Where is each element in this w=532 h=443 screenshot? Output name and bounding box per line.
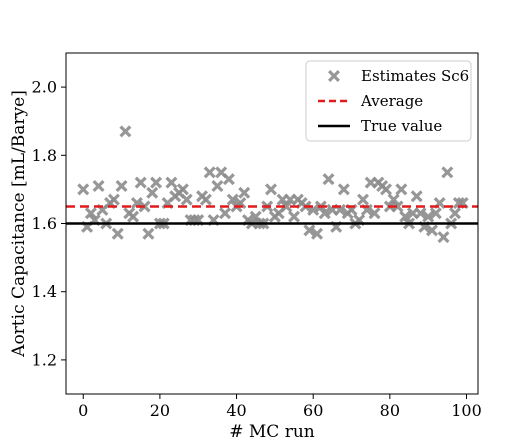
- plot-marks: [66, 125, 478, 244]
- data-point: [180, 193, 193, 206]
- y-tick-label: 1.8: [32, 146, 57, 165]
- data-point: [395, 183, 408, 196]
- legend-label: True value: [361, 117, 442, 135]
- x-axis-label: # MC run: [229, 422, 315, 442]
- data-point: [414, 207, 427, 220]
- data-point: [111, 227, 124, 240]
- axes: 0 20 40 60 80 100 1.2 1.4 1.6 1.8 2.0: [32, 52, 482, 420]
- x-tick-label: 100: [451, 401, 482, 420]
- data-point: [399, 210, 412, 223]
- legend-label: Average: [360, 92, 423, 110]
- data-point: [337, 183, 350, 196]
- data-point: [391, 200, 404, 213]
- data-point: [127, 210, 140, 223]
- data-point: [119, 125, 132, 138]
- x-tick-label: 40: [226, 401, 246, 420]
- legend-box: [305, 60, 472, 142]
- data-point: [107, 193, 120, 206]
- data-point: [203, 166, 216, 179]
- x-tick-label: 80: [380, 401, 400, 420]
- data-point: [441, 166, 454, 179]
- data-point: [226, 193, 239, 206]
- data-point: [222, 173, 235, 186]
- data-point: [219, 207, 232, 220]
- data-point: [437, 231, 450, 244]
- data-point: [311, 227, 324, 240]
- data-point: [238, 186, 251, 199]
- x-tick-label: 60: [303, 401, 323, 420]
- data-point: [77, 183, 90, 196]
- data-point: [449, 207, 461, 220]
- y-tick-label: 1.4: [32, 282, 57, 301]
- legend: Estimates Sc6 Average True value: [305, 60, 472, 142]
- x-tick-label: 20: [150, 401, 170, 420]
- data-point: [92, 179, 105, 192]
- x-tick-label: 0: [78, 401, 88, 420]
- data-point: [429, 207, 442, 220]
- data-point: [357, 193, 370, 206]
- data-point: [146, 186, 159, 199]
- y-tick-label: 2.0: [32, 78, 57, 97]
- data-point: [380, 183, 393, 196]
- data-point: [142, 227, 155, 240]
- data-point: [288, 210, 301, 223]
- data-point: [150, 176, 163, 189]
- data-point: [410, 190, 423, 203]
- legend-label: Estimates Sc6: [361, 67, 469, 85]
- data-point: [211, 179, 224, 192]
- data-point: [115, 179, 128, 192]
- data-point: [322, 173, 335, 186]
- y-tick-label: 1.2: [32, 350, 57, 369]
- data-point: [280, 200, 293, 213]
- data-point: [165, 176, 178, 189]
- data-point: [134, 176, 147, 189]
- data-point: [176, 183, 189, 196]
- data-point: [265, 183, 278, 196]
- data-point: [368, 207, 381, 220]
- data-point: [422, 210, 435, 223]
- data-point: [426, 224, 439, 237]
- data-point: [318, 207, 331, 220]
- data-point: [84, 207, 97, 220]
- legend-marker-icon: [328, 70, 340, 82]
- data-point: [387, 193, 400, 206]
- data-point: [303, 224, 316, 237]
- y-tick-label: 1.6: [32, 214, 57, 233]
- y-axis-label: Aortic Capacitance [mL/Barye]: [9, 90, 29, 358]
- data-point: [199, 193, 212, 206]
